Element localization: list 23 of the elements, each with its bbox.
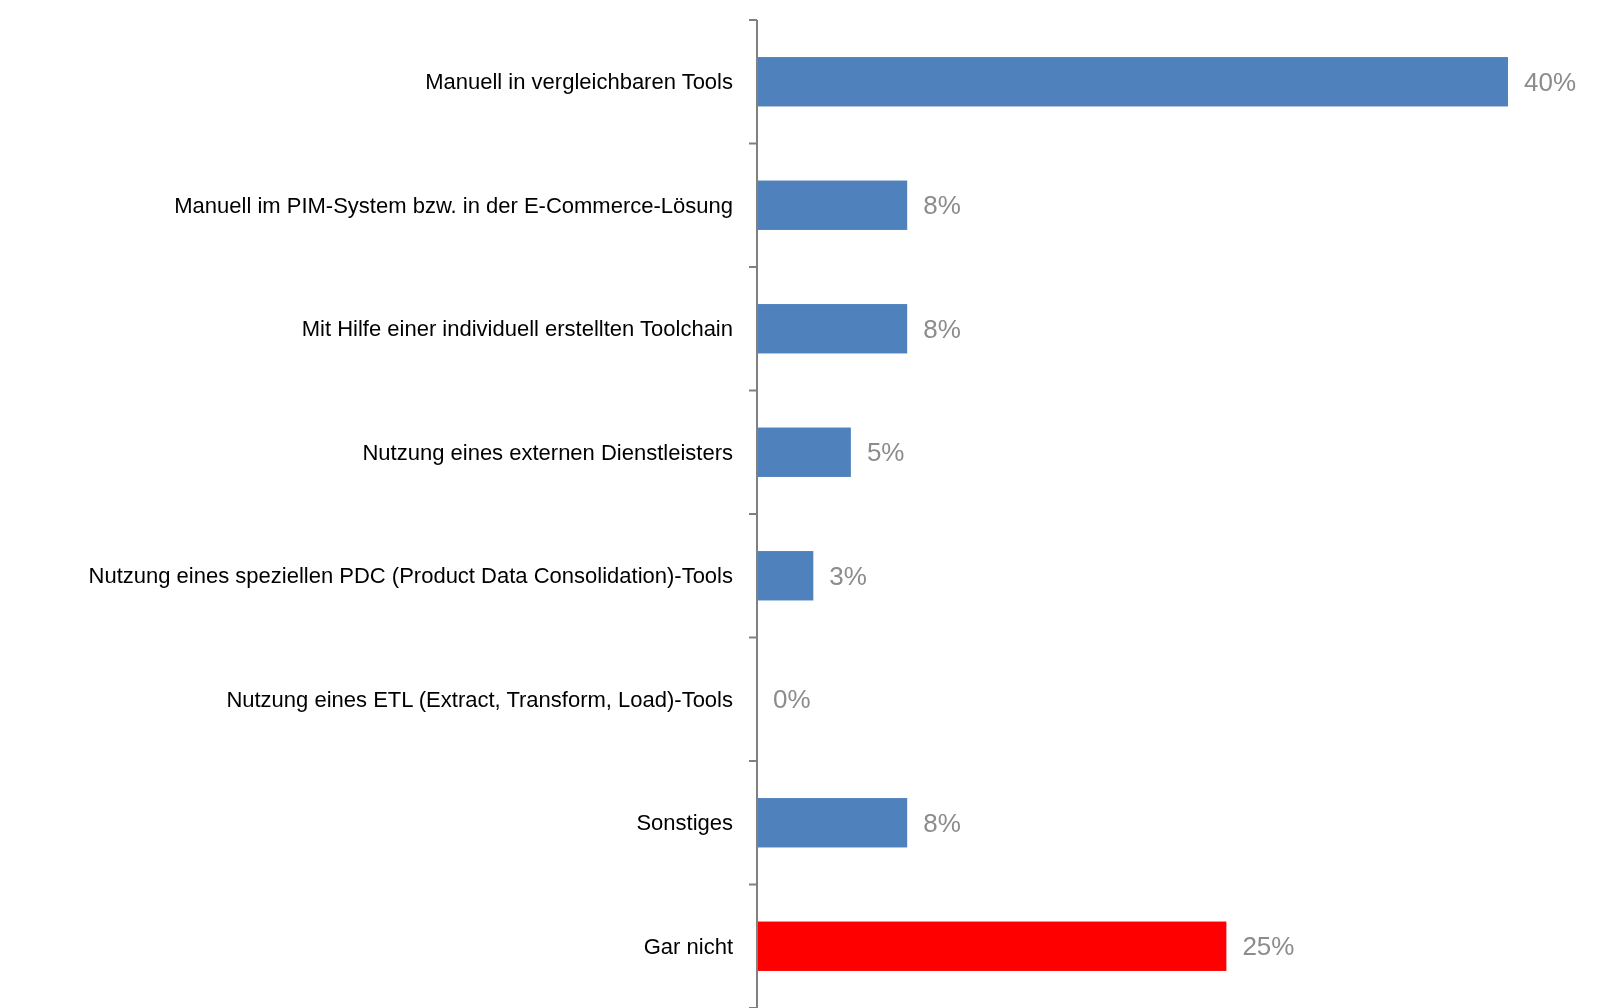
- bar: [757, 798, 908, 848]
- y-tick-label: Gar nicht: [643, 933, 733, 959]
- data-label: 0%: [773, 684, 811, 715]
- y-tick-label: Mit Hilfe einer individuell erstellten Toolchain: [301, 316, 733, 342]
- y-tick-label: Nutzung eines externen Dienstleisters: [362, 439, 733, 465]
- bar: [757, 304, 908, 354]
- data-label: 8%: [923, 313, 961, 344]
- y-tick-label: Nutzung eines ETL (Extract, Transform, Load)-Tools: [226, 686, 733, 712]
- data-label: 3%: [829, 560, 867, 591]
- data-label: 40%: [1524, 66, 1577, 97]
- bar: [757, 921, 1227, 971]
- data-label: 8%: [923, 807, 961, 838]
- bar: [757, 57, 1508, 107]
- bar: [757, 427, 851, 477]
- bar: [757, 551, 814, 601]
- y-tick-label: Nutzung eines speziellen PDC (Product Data Consolidation)-Tools: [88, 563, 733, 589]
- y-tick-label: Sonstiges: [636, 810, 733, 836]
- y-tick-label: Manuell im PIM-System bzw. in der E-Commerce-Lösung: [174, 192, 733, 218]
- data-label: 8%: [923, 190, 961, 221]
- data-label: 5%: [866, 437, 905, 468]
- data-label: 25%: [1242, 931, 1295, 962]
- bar: [757, 180, 908, 230]
- y-tick-label: Manuell in vergleichbaren Tools: [425, 69, 733, 95]
